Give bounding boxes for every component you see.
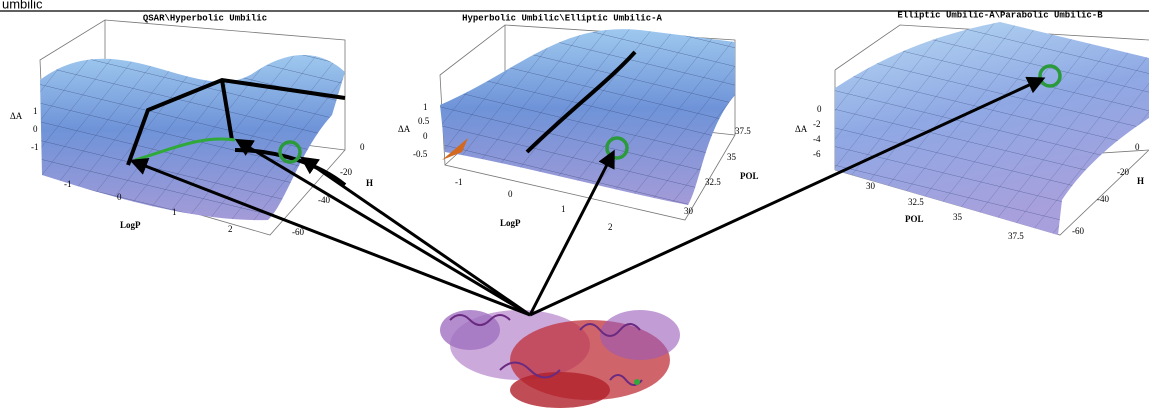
z-label: ΔA bbox=[398, 124, 411, 134]
x-label: LogP bbox=[500, 218, 521, 228]
z-tick: 0 bbox=[817, 104, 822, 114]
y-tick: 30 bbox=[684, 206, 694, 216]
panel-title: Elliptic Umbilic-A\Parabolic Umbilic-B bbox=[897, 10, 1103, 20]
y-tick: 37.5 bbox=[735, 126, 751, 136]
z-tick: 0 bbox=[423, 131, 428, 141]
x-tick: 0 bbox=[508, 189, 513, 199]
panel-2: Hyperbolic Umbilic\Elliptic Umbilic-A ΔA… bbox=[398, 13, 759, 232]
y-label: POL bbox=[740, 171, 759, 181]
x-tick: -1 bbox=[64, 179, 72, 189]
surface-mesh bbox=[40, 55, 345, 220]
surface-mesh bbox=[440, 29, 735, 205]
x-label: LogP bbox=[120, 220, 141, 230]
x-tick: 32.5 bbox=[908, 197, 924, 207]
z-label: ΔA bbox=[10, 111, 23, 121]
z-label: ΔA bbox=[795, 124, 808, 134]
y-tick: 0 bbox=[360, 142, 365, 152]
z-tick: 1 bbox=[423, 102, 428, 112]
z-tick: -2 bbox=[813, 119, 821, 129]
z-tick: -0.5 bbox=[413, 149, 428, 159]
y-tick: -20 bbox=[340, 167, 352, 177]
z-tick: -6 bbox=[813, 149, 821, 159]
x-tick: 37.5 bbox=[1008, 231, 1024, 241]
figure: umbilic QSAR\Hyperbolic Umbilic ΔA 1 0 -… bbox=[0, 0, 1149, 409]
header-fragment: umbilic bbox=[2, 0, 43, 11]
z-tick: 0 bbox=[33, 124, 38, 134]
z-tick: -1 bbox=[31, 142, 39, 152]
z-tick: -4 bbox=[813, 134, 821, 144]
x-tick: 2 bbox=[228, 224, 233, 234]
panel-3: Elliptic Umbilic-A\Parabolic Umbilic-B Δ… bbox=[795, 10, 1149, 241]
y-tick: -20 bbox=[1117, 167, 1129, 177]
panel-title: QSAR\Hyperbolic Umbilic bbox=[143, 13, 267, 23]
y-label: H bbox=[366, 178, 373, 188]
x-label: POL bbox=[905, 214, 924, 224]
panel-title: Hyperbolic Umbilic\Elliptic Umbilic-A bbox=[462, 13, 662, 23]
y-tick: 35 bbox=[727, 152, 737, 162]
panel-1: QSAR\Hyperbolic Umbilic ΔA 1 0 -1 -1 0 1… bbox=[10, 13, 373, 237]
z-tick: 0.5 bbox=[418, 116, 430, 126]
z-tick: 1 bbox=[33, 106, 38, 116]
x-tick: 30 bbox=[866, 181, 876, 191]
x-tick: 2 bbox=[608, 222, 613, 232]
x-tick: 0 bbox=[117, 192, 122, 202]
x-tick: 1 bbox=[561, 204, 566, 214]
x-tick: -1 bbox=[455, 177, 463, 187]
y-tick: 32.5 bbox=[705, 177, 721, 187]
y-tick: -60 bbox=[1072, 226, 1084, 236]
x-tick: 1 bbox=[172, 207, 177, 217]
y-tick: -60 bbox=[292, 227, 304, 237]
y-tick: 0 bbox=[1135, 142, 1140, 152]
y-label: H bbox=[1137, 176, 1144, 186]
protein bbox=[440, 310, 680, 408]
y-tick: -40 bbox=[1097, 194, 1109, 204]
x-tick: 35 bbox=[953, 212, 963, 222]
